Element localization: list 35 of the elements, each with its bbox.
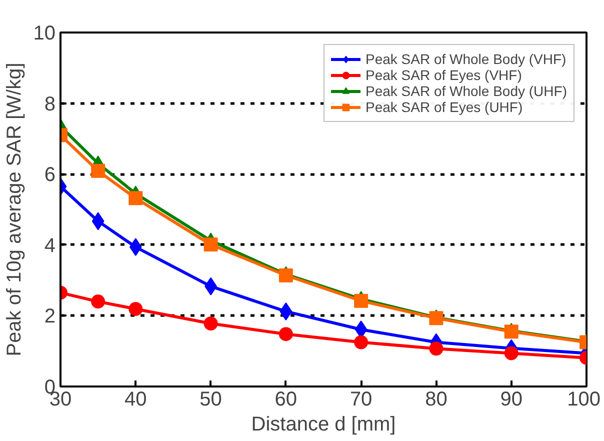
- y-tick-label: 2: [44, 306, 56, 328]
- point: [128, 302, 143, 316]
- x-tick-label: 100: [567, 388, 601, 410]
- legend-label: Peak SAR of Eyes (UHF): [365, 99, 523, 115]
- y-tick-label: 8: [44, 93, 56, 116]
- y-axis-title: Peak of 10g average SAR [W/kg]: [3, 62, 26, 356]
- legend-label: Peak SAR of Eyes (VHF): [365, 67, 522, 83]
- y-tick-label: 4: [44, 234, 56, 257]
- point: [280, 302, 292, 320]
- x-tick-label: 60: [274, 388, 298, 410]
- x-tick-label: 80: [425, 388, 448, 410]
- point: [91, 294, 106, 309]
- x-axis-title: Distance d [mm]: [251, 414, 396, 436]
- point: [128, 191, 143, 206]
- point: [204, 316, 218, 330]
- y-tick-label: 6: [44, 164, 56, 186]
- point: [354, 335, 368, 350]
- point: [92, 212, 104, 230]
- legend-label: Peak SAR of Whole Body (UHF): [365, 83, 567, 99]
- point: [129, 238, 142, 256]
- point: [278, 268, 293, 282]
- point: [204, 238, 218, 252]
- x-tick-label: 50: [200, 388, 222, 410]
- point: [429, 311, 444, 326]
- point: [278, 327, 293, 342]
- y-tick-label: 10: [33, 22, 56, 44]
- x-tick-label: 90: [500, 388, 522, 410]
- legend-label: Peak SAR of Whole Body (VHF): [365, 51, 566, 67]
- point: [504, 346, 518, 360]
- x-tick-label: 40: [124, 388, 147, 410]
- point: [354, 294, 368, 308]
- point: [429, 342, 444, 356]
- x-tick-label: 70: [350, 388, 372, 410]
- point: [91, 164, 106, 178]
- point: [504, 324, 518, 339]
